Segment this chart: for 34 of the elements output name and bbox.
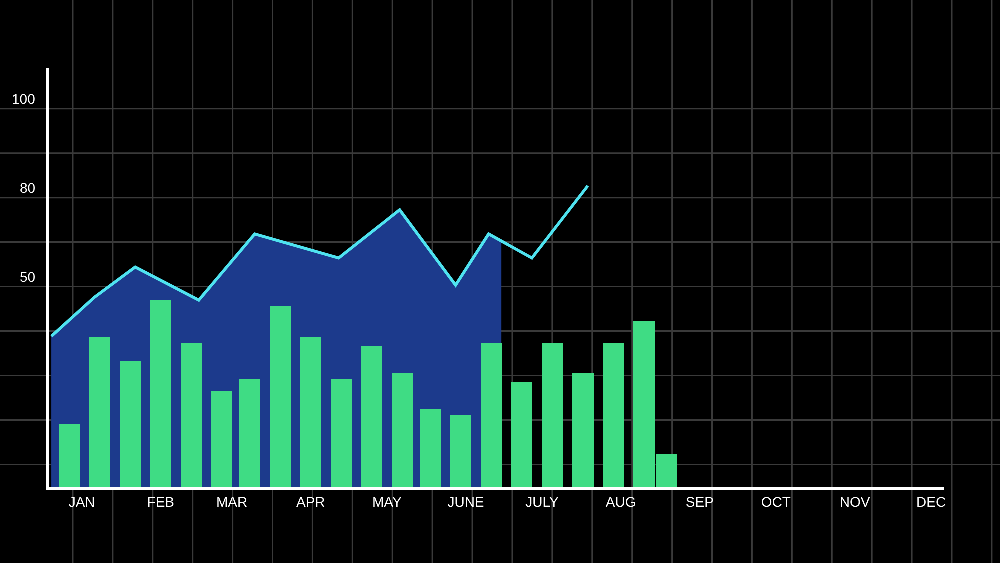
bar bbox=[572, 373, 594, 487]
x-tick-label: DEC bbox=[916, 494, 946, 510]
text: 100 bbox=[12, 91, 36, 107]
x-tick-label: FEB bbox=[147, 494, 174, 510]
x-tick-label: JUNE bbox=[448, 494, 484, 510]
x-tick-label: MAR bbox=[216, 494, 248, 510]
bar bbox=[542, 343, 563, 487]
x-tick-label: APR bbox=[296, 494, 326, 510]
bar bbox=[331, 379, 352, 487]
x-tick-label: JULY bbox=[526, 494, 560, 510]
text: 80 bbox=[20, 180, 36, 196]
x-tick-label: NOV bbox=[840, 494, 871, 510]
x-tick-label: SEP bbox=[686, 494, 714, 510]
x-tick-label: JAN bbox=[68, 494, 96, 510]
x-tick-label: AUG bbox=[606, 494, 636, 510]
bar bbox=[511, 382, 532, 487]
bar bbox=[181, 343, 202, 487]
bar bbox=[59, 424, 80, 487]
bar bbox=[420, 409, 441, 487]
x-tick-label: MAY bbox=[372, 494, 402, 510]
bar bbox=[120, 361, 141, 487]
bar bbox=[450, 415, 471, 487]
bar bbox=[89, 337, 110, 487]
bar bbox=[603, 343, 624, 487]
x-tick-label: OCT bbox=[761, 494, 792, 510]
bar bbox=[481, 343, 502, 487]
text: 50 bbox=[20, 269, 36, 285]
bar bbox=[392, 373, 413, 487]
bar bbox=[361, 346, 382, 487]
bar bbox=[150, 300, 171, 487]
bar bbox=[211, 391, 232, 487]
bar bbox=[300, 337, 321, 487]
bar bbox=[239, 379, 260, 487]
bar bbox=[270, 306, 291, 487]
